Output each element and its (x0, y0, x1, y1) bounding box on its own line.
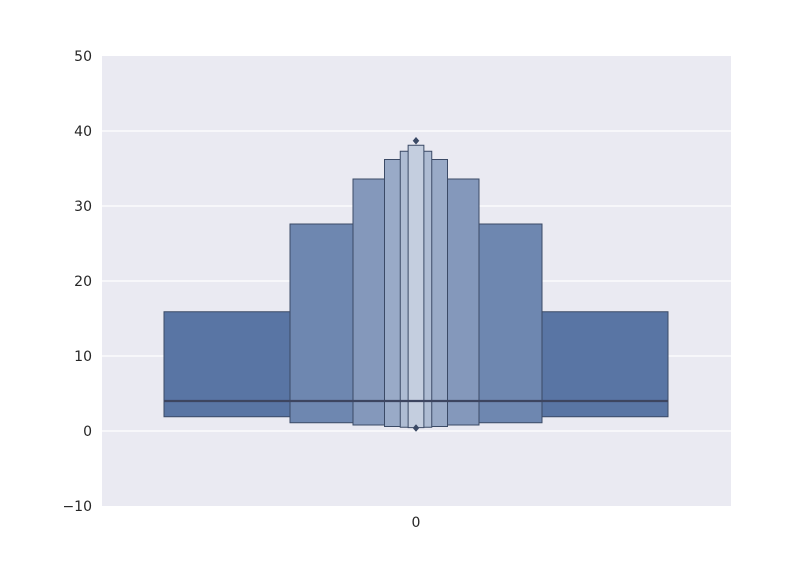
y-axis-ticks: −10 0 10 20 30 40 50 (62, 49, 92, 515)
y-tick-label: 40 (74, 124, 92, 140)
outlier-point (412, 136, 420, 145)
y-tick-label: 30 (74, 199, 92, 215)
x-tick-label: 0 (412, 515, 421, 531)
y-tick-label: −10 (62, 499, 92, 515)
y-tick-label: 20 (74, 274, 92, 290)
letter-value-boxes (163, 144, 669, 429)
y-tick-label: 0 (83, 424, 92, 440)
x-axis-ticks: 0 (412, 515, 421, 531)
y-tick-label: 10 (74, 349, 92, 365)
outlier-point (412, 424, 420, 432)
letter-value-box (407, 144, 425, 429)
y-tick-label: 50 (74, 49, 92, 65)
median-and-outliers (164, 136, 668, 432)
